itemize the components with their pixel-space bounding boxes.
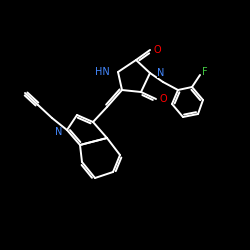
Text: N: N [54, 127, 62, 137]
Text: HN: HN [95, 67, 110, 77]
Text: O: O [154, 45, 162, 55]
Text: F: F [202, 67, 207, 77]
Text: O: O [160, 94, 168, 104]
Text: N: N [157, 68, 164, 78]
